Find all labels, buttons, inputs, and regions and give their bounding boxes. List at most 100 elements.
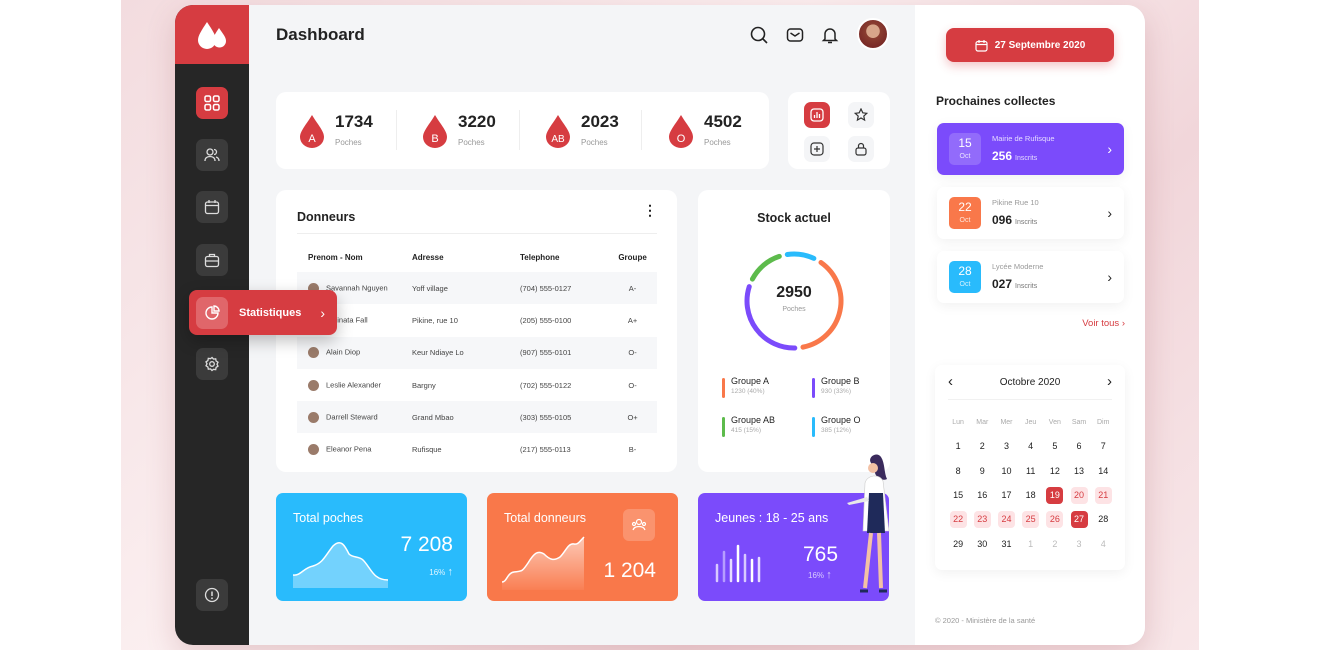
calendar-day[interactable]: 7 [1100, 441, 1106, 452]
event-day: 22 [958, 200, 972, 214]
blood-unit: Poches [704, 138, 731, 147]
event-card[interactable]: 15 Oct Mairie de Rufisque 256 Inscrits › [937, 123, 1124, 175]
calendar-day[interactable]: 21 [1091, 483, 1115, 507]
donut-segment-groupe-o [784, 251, 817, 261]
sidebar-item-statistiques[interactable]: Statistiques › [189, 290, 337, 335]
event-day: 15 [958, 136, 972, 150]
blood-count: 2023 [581, 112, 619, 131]
area-sparkline [293, 542, 389, 588]
table-row[interactable]: Aminata Fall Pikine, rue 10 (205) 555-0100… [297, 304, 657, 336]
sidebar-item-briefcase[interactable] [196, 244, 228, 276]
calendar-day[interactable]: 19 [1043, 483, 1067, 507]
donut-segment-groupe-a [800, 259, 844, 350]
alert-icon [204, 587, 220, 603]
calendar-day-next-month[interactable]: 2 [1052, 538, 1058, 549]
column-header[interactable]: Groupe [618, 252, 647, 262]
table-row[interactable]: Eleanor Pena Rufisque (217) 555-0113 B- [297, 433, 657, 465]
calendar-day[interactable]: 2 [979, 441, 985, 452]
event-place: Lycée Moderne [992, 262, 1044, 271]
calendar-day[interactable]: 26 [1043, 507, 1067, 531]
cell: Keur Ndiaye Lo [412, 348, 464, 358]
column-header[interactable]: Adresse [412, 252, 444, 262]
see-all-link[interactable]: Voir tous › [1082, 318, 1125, 329]
weekday: Sam [1071, 418, 1087, 426]
calendar-day[interactable]: 28 [1098, 514, 1109, 525]
blood-drop-icon: AB [545, 114, 571, 148]
cell: Leslie Alexander [326, 380, 382, 390]
date-button[interactable]: 27 Septembre 2020 [946, 28, 1114, 62]
weekday: Lun [952, 418, 964, 426]
calendar-day[interactable]: 17 [1001, 490, 1012, 501]
calendar-day[interactable]: 11 [1025, 465, 1036, 476]
calendar-day[interactable]: 22 [946, 507, 970, 531]
user-avatar[interactable] [857, 18, 889, 50]
calendar-day[interactable]: 5 [1052, 441, 1058, 452]
table-row[interactable]: Alain Diop Keur Ndiaye Lo (907) 555-0101 O- [297, 336, 657, 369]
bar-chart-icon [810, 108, 824, 122]
calendar-day[interactable]: 16 [977, 490, 988, 501]
app-window: Statistiques › Dashboard A 1734 Poches B 322… [175, 5, 1145, 645]
calendar-day[interactable]: 18 [1025, 490, 1036, 501]
calendar-day[interactable]: 30 [977, 538, 988, 549]
column-header[interactable]: Telephone [520, 252, 560, 262]
mail-icon[interactable] [785, 25, 805, 45]
add-button[interactable] [804, 136, 830, 162]
stat-title: Jeunes : 18 - 25 ans [715, 511, 829, 525]
next-month-button[interactable]: › [1107, 373, 1112, 390]
lock-button[interactable] [848, 136, 874, 162]
legend-detail: 930 (33%) [821, 388, 851, 395]
calendar-day[interactable]: 13 [1074, 465, 1085, 476]
blood-drop-icon: B [422, 114, 448, 148]
sidebar-item-dashboard[interactable] [196, 87, 228, 119]
cell: Bargny [412, 380, 436, 390]
calendar-day-next-month[interactable]: 3 [1076, 538, 1082, 549]
calendar-day[interactable]: 10 [1001, 465, 1012, 476]
calendar-day[interactable]: 1 [955, 441, 961, 452]
calendar-day[interactable]: 23 [970, 507, 994, 531]
stock-total: 2950 [776, 284, 812, 301]
calendar-day[interactable]: 9 [979, 465, 985, 476]
table-row[interactable]: Savannah Nguyen Yoff village (704) 555-012… [297, 272, 657, 305]
event-unit: Inscrits [1015, 219, 1038, 226]
prev-month-button[interactable]: ‹ [948, 373, 953, 390]
sidebar-item-donneurs[interactable] [196, 139, 228, 171]
stat-jeunes: Jeunes : 18 - 25 ans 765 16% ↑ [698, 493, 889, 601]
event-card[interactable]: 22 Oct Pikine Rue 10 096 Inscrits › [937, 187, 1124, 239]
table-row[interactable]: Darrell Steward Grand Mbao (303) 555-0105 O… [297, 401, 657, 434]
more-options-icon[interactable]: ⋮ [643, 202, 657, 218]
search-icon[interactable] [749, 25, 769, 45]
column-header[interactable]: Prenom - Nom [308, 252, 363, 262]
sidebar-item-alert[interactable] [196, 579, 228, 611]
logo [175, 5, 249, 64]
event-card[interactable]: 28 Oct Lycée Moderne 027 Inscrits › [937, 251, 1124, 303]
calendar-day[interactable]: 29 [953, 538, 964, 549]
calendar-day-next-month[interactable]: 4 [1100, 538, 1106, 549]
sidebar-item-calendar[interactable] [196, 191, 228, 223]
calendar-day[interactable]: 8 [955, 465, 961, 476]
blood-unit: Poches [581, 138, 608, 147]
calendar-day[interactable]: 25 [1019, 507, 1043, 531]
table-row[interactable]: Leslie Alexander Bargny (702) 555-0122 O- [297, 369, 657, 401]
calendar-day[interactable]: 20 [1067, 483, 1091, 507]
cell: A+ [627, 315, 638, 325]
legend-item: Groupe B 930 (33%) [812, 376, 860, 398]
calendar-day[interactable]: 14 [1098, 465, 1109, 476]
stock-donut-chart [744, 251, 844, 351]
calendar-day[interactable]: 31 [1001, 538, 1012, 549]
stat-title: Total poches [293, 511, 364, 525]
chart-button[interactable] [804, 102, 830, 128]
calendar-day[interactable]: 15 [953, 490, 964, 501]
calendar-day[interactable]: 3 [1003, 441, 1009, 452]
arrow-up-icon: ↑ [447, 566, 454, 578]
calendar-day[interactable]: 4 [1028, 441, 1034, 452]
bell-icon[interactable] [820, 25, 840, 45]
favorite-button[interactable] [848, 102, 874, 128]
calendar-day[interactable]: 24 [994, 507, 1018, 531]
calendar-day[interactable]: 6 [1076, 441, 1082, 452]
calendar-day-next-month[interactable]: 1 [1028, 538, 1034, 549]
calendar-day[interactable]: 27 [1067, 507, 1091, 531]
donor-avatar [308, 379, 319, 391]
sidebar-item-settings[interactable] [196, 348, 228, 380]
blood-group-b: B 3220 Poches [422, 112, 496, 150]
calendar-day[interactable]: 12 [1049, 465, 1060, 476]
